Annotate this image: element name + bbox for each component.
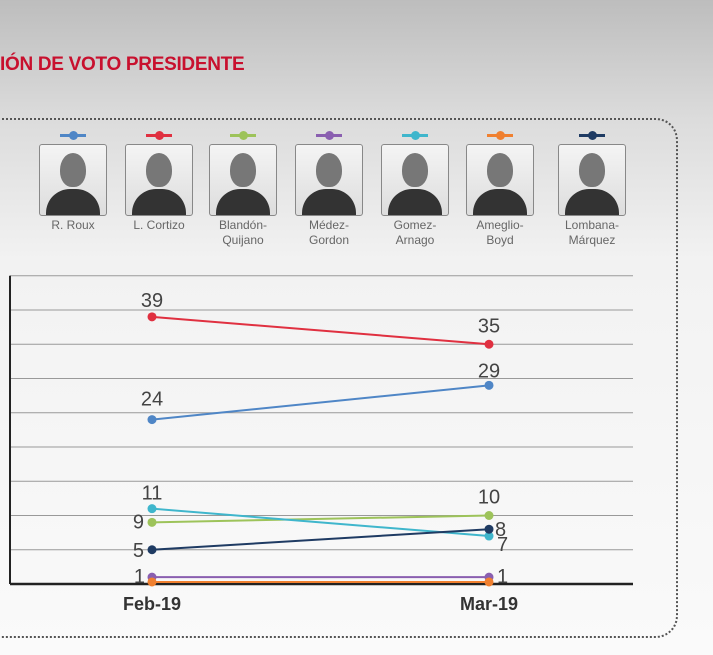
data-label: 35 <box>478 315 500 337</box>
candidate-0: R. Roux <box>33 130 113 234</box>
candidate-5: Ameglio- Boyd <box>460 130 540 246</box>
data-point <box>484 511 494 520</box>
data-label: 5 <box>133 540 144 562</box>
data-point <box>484 531 494 541</box>
data-label: 9 <box>133 511 144 533</box>
series-bland-n-quijano: 9 10 <box>133 487 500 534</box>
data-point <box>147 577 157 587</box>
data-point <box>147 312 157 322</box>
legend-marker-icon <box>230 130 256 140</box>
x-tick-label: Feb-19 <box>123 594 181 614</box>
candidate-name: Gomez- <box>393 218 437 232</box>
data-point <box>147 415 157 425</box>
legend-marker-icon <box>579 130 605 140</box>
candidate-name: Blandón- <box>218 218 268 232</box>
candidate-photo <box>295 144 363 216</box>
candidate-1: L. Cortizo <box>119 130 199 234</box>
series-line <box>151 528 490 551</box>
candidate-photo <box>209 144 277 216</box>
series-l-cortizo: 39 35 <box>141 290 500 349</box>
data-label: 7 <box>497 534 508 556</box>
legend-marker-icon <box>60 130 86 140</box>
data-point <box>484 380 494 390</box>
data-label: 24 <box>141 389 163 411</box>
x-tick-label: Mar-19 <box>460 594 518 614</box>
data-point <box>147 545 157 555</box>
candidate-photo <box>125 144 193 216</box>
candidate-name: Médez- <box>308 218 349 232</box>
data-label: 39 <box>141 290 163 312</box>
data-label: 11 <box>142 483 163 505</box>
series-r-roux: 24 29 <box>141 360 500 425</box>
data-point <box>147 517 157 527</box>
data-label: 29 <box>478 360 500 382</box>
candidate-name-2: Arnago <box>395 233 435 247</box>
candidate-name-2: Boyd <box>486 233 514 247</box>
data-point <box>147 504 157 514</box>
series-ameglio-boyd <box>147 577 494 587</box>
candidate-6: Lombana- Márquez <box>552 130 632 246</box>
data-label: 8 <box>495 519 506 541</box>
candidate-name: Ameglio- <box>476 218 524 232</box>
series-line <box>151 514 490 524</box>
candidate-4: Gomez- Arnago <box>375 130 455 246</box>
legend-marker-icon <box>487 130 513 140</box>
series-gomez-arnago: 11 7 <box>142 483 509 556</box>
data-label: 1 <box>134 566 145 588</box>
candidate-name-2: Gordon <box>308 233 350 247</box>
data-label: 10 <box>478 487 500 509</box>
series-line <box>151 315 490 346</box>
legend-marker-icon <box>146 130 172 140</box>
legend-marker-icon <box>316 130 342 140</box>
candidate-photo <box>381 144 449 216</box>
candidate-name-2: Márquez <box>568 233 616 247</box>
candidate-photo <box>466 144 534 216</box>
candidate-3: Médez- Gordon <box>289 130 369 246</box>
legend-marker-icon <box>402 130 428 140</box>
data-label: 1 <box>497 566 508 588</box>
chart-frame <box>0 118 678 638</box>
series-lombana-m-rquez: 58 <box>133 519 506 562</box>
candidate-photo <box>558 144 626 216</box>
candidate-2: Blandón- Quijano <box>203 130 283 246</box>
candidate-name: L. Cortizo <box>133 218 185 232</box>
data-point <box>484 577 494 587</box>
series-line <box>151 384 490 421</box>
data-point <box>484 524 494 534</box>
candidate-name-2: Quijano <box>222 233 264 247</box>
data-point <box>484 339 494 349</box>
chart-title: IÓN DE VOTO PRESIDENTE <box>0 54 245 75</box>
candidate-photo <box>39 144 107 216</box>
candidate-name: Lombana- <box>564 218 620 232</box>
series-line <box>151 507 490 538</box>
candidate-name: R. Roux <box>51 218 95 232</box>
